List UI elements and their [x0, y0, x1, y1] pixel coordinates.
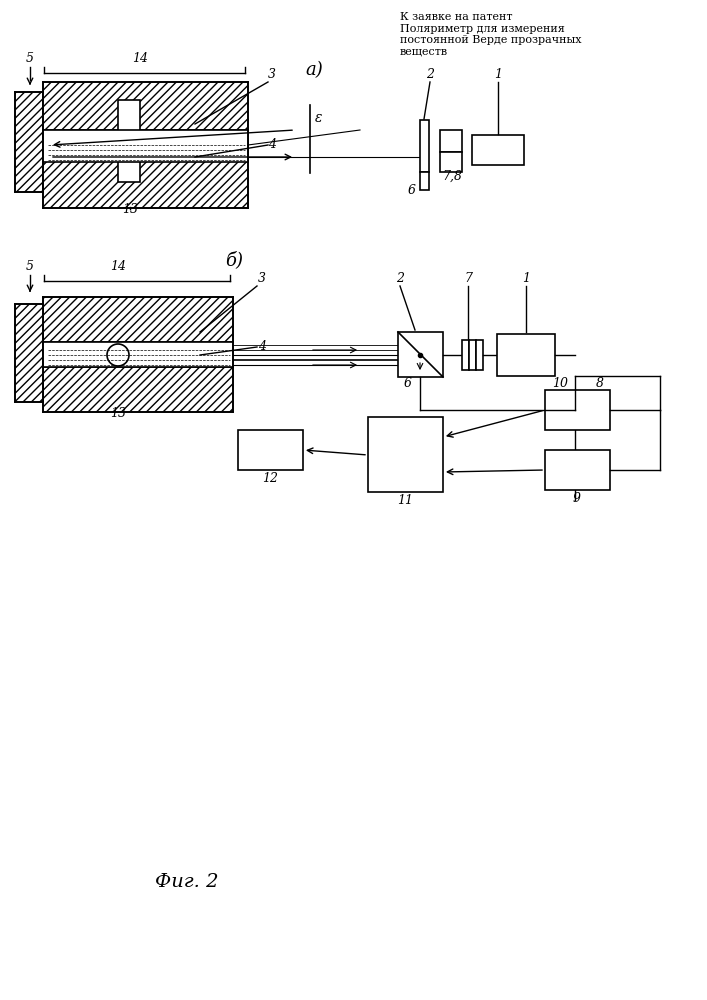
- Bar: [368, 417, 443, 492]
- Bar: [118, 100, 140, 182]
- Text: Фиг. 2: Фиг. 2: [155, 873, 218, 891]
- Text: 11: 11: [397, 494, 413, 507]
- Bar: [43, 342, 233, 367]
- Bar: [398, 332, 443, 377]
- Text: ε: ε: [315, 111, 322, 125]
- Text: 14: 14: [132, 52, 148, 65]
- Text: 3: 3: [268, 68, 276, 81]
- Text: К заявке на патент
Поляриметр для измерения
постоянной Верде прозрачных
веществ: К заявке на патент Поляриметр для измере…: [400, 12, 581, 57]
- Bar: [462, 340, 469, 370]
- Text: 1: 1: [522, 272, 530, 285]
- Text: 4: 4: [258, 340, 266, 353]
- Bar: [420, 120, 429, 172]
- Bar: [476, 340, 483, 370]
- Bar: [497, 334, 555, 376]
- Bar: [440, 152, 462, 172]
- Text: 6: 6: [404, 377, 412, 390]
- Text: 1: 1: [494, 68, 502, 81]
- Text: 7,8: 7,8: [442, 170, 462, 183]
- Bar: [545, 450, 610, 490]
- Text: 13: 13: [110, 407, 126, 420]
- Text: 10: 10: [552, 377, 568, 390]
- Text: 5: 5: [26, 52, 34, 65]
- Text: 4: 4: [268, 138, 276, 151]
- Bar: [43, 130, 248, 160]
- Bar: [43, 130, 248, 162]
- Bar: [472, 135, 524, 165]
- Text: 6: 6: [408, 184, 416, 197]
- Text: 3: 3: [258, 272, 266, 285]
- Bar: [43, 160, 248, 208]
- Text: 8: 8: [596, 377, 604, 390]
- Text: 9: 9: [573, 492, 581, 505]
- Text: а): а): [305, 61, 323, 79]
- Bar: [43, 82, 248, 130]
- Bar: [15, 304, 43, 402]
- Bar: [43, 367, 233, 412]
- Text: 5: 5: [26, 260, 34, 273]
- Bar: [238, 430, 303, 470]
- Text: 7: 7: [464, 272, 472, 285]
- Text: 2: 2: [426, 68, 434, 81]
- Text: 2: 2: [396, 272, 404, 285]
- Text: 12: 12: [262, 472, 278, 485]
- Bar: [469, 340, 476, 370]
- Bar: [440, 130, 462, 152]
- Bar: [43, 297, 233, 342]
- Text: 13: 13: [122, 203, 138, 216]
- Text: 14: 14: [110, 260, 126, 273]
- Bar: [15, 92, 43, 192]
- Bar: [420, 172, 429, 190]
- Text: б): б): [225, 251, 243, 269]
- Bar: [545, 390, 610, 430]
- Bar: [43, 130, 248, 160]
